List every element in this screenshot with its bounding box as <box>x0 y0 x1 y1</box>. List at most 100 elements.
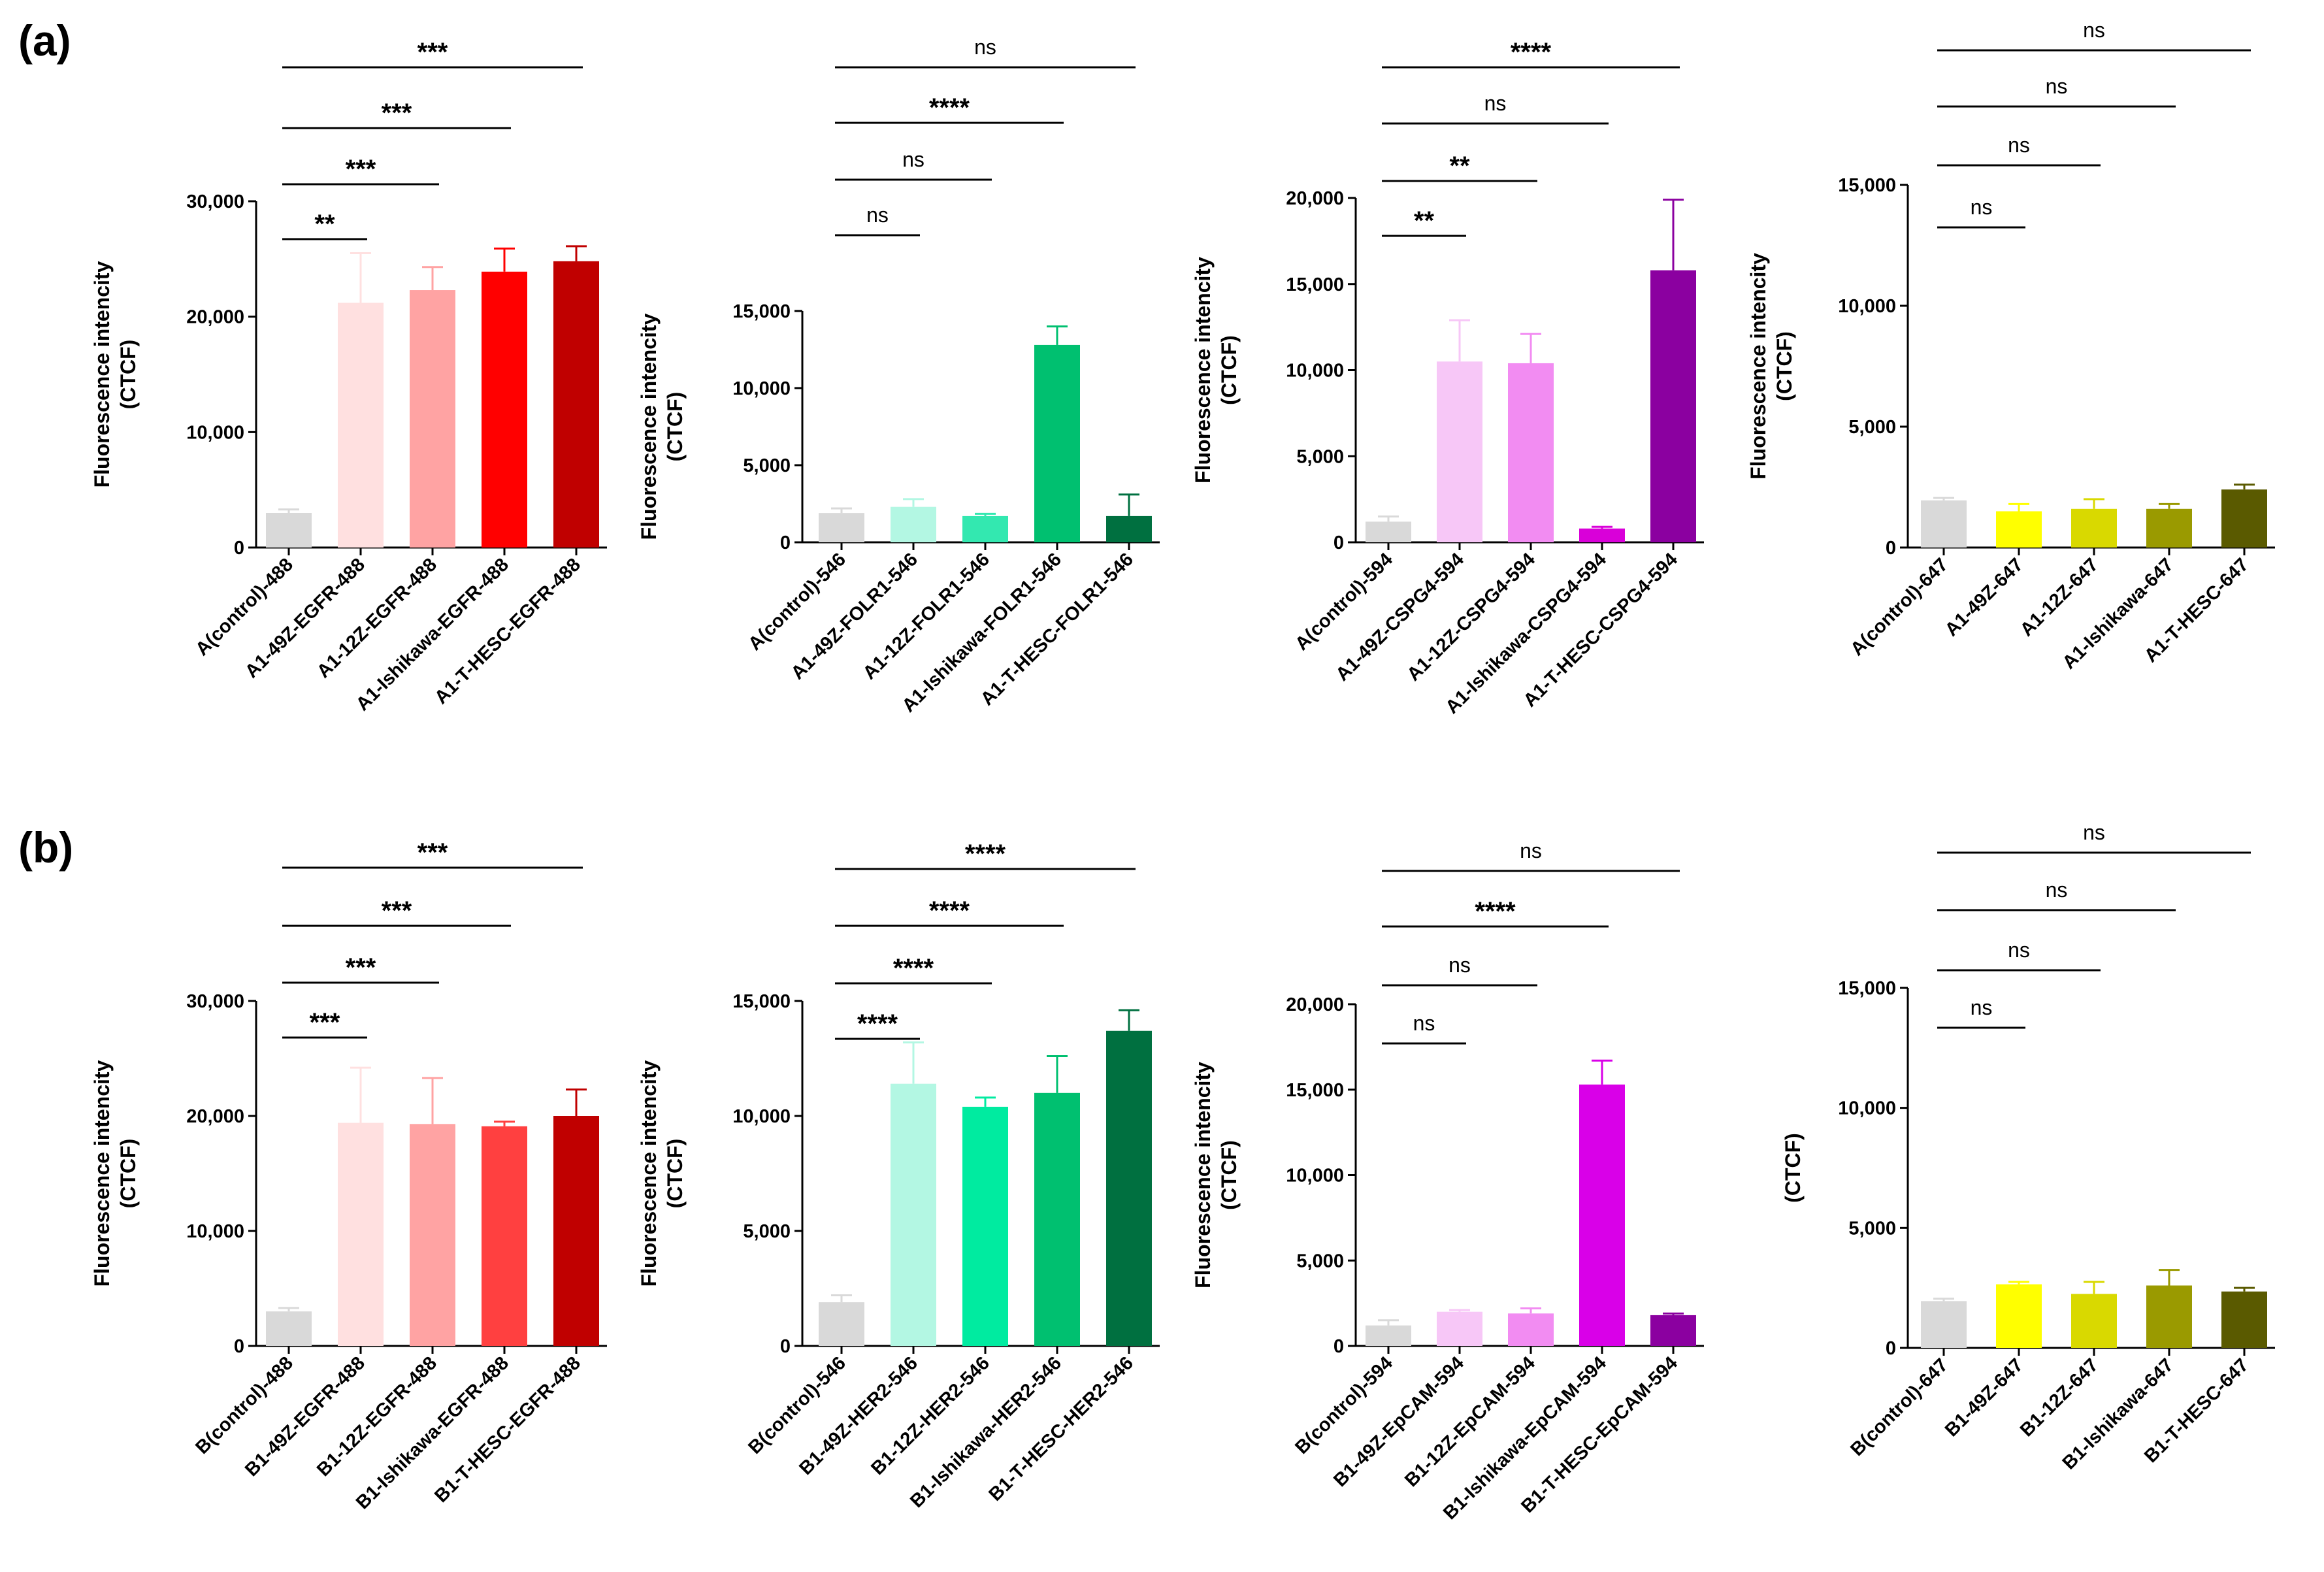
significance-label: ** <box>314 210 335 238</box>
chart-3: 0 5,000 10,000 15,000 20,000 Fluorescence int… <box>1191 38 1704 718</box>
bar <box>1650 1315 1696 1346</box>
significance-label: ns <box>866 203 889 227</box>
panel-label-a: (a) <box>18 16 71 65</box>
y-axis-label-line: (CTCF) <box>116 1139 140 1209</box>
y-tick-label: 15,000 <box>1838 175 1896 196</box>
x-tick-label: A(control)-647 <box>1846 554 1952 660</box>
y-axis-label: Fluorescence intencity (CTCF) <box>637 1060 687 1286</box>
chart-1: 0 10,000 20,000 30,000 Fluorescence intencit… <box>90 38 607 715</box>
bar <box>1034 344 1080 542</box>
y-tick-label: 10,000 <box>1286 361 1344 382</box>
x-tick-label: A1-T-HESC-EGFR-488 <box>431 554 585 708</box>
x-tick-label: A1-49Z-FOLR1-546 <box>787 549 922 683</box>
significance-label: ns <box>1413 1011 1435 1035</box>
bar <box>1508 1313 1554 1346</box>
bar <box>266 513 312 548</box>
significance-label: ns <box>2046 74 2068 98</box>
y-tick-label: 5,000 <box>743 1221 791 1242</box>
bar <box>891 506 936 542</box>
significance-label: ns <box>1448 953 1471 977</box>
significance-label: ns <box>1971 996 1993 1019</box>
y-tick-label: 10,000 <box>186 1221 244 1242</box>
y-tick-label: 30,000 <box>186 991 244 1012</box>
x-tick-label: B1-T-HESC-HER2-546 <box>985 1352 1137 1505</box>
y-tick-label: 10,000 <box>1838 296 1896 317</box>
y-axis-label: Fluorescence intencity (CTCF) <box>637 313 687 540</box>
y-tick-label: 15,000 <box>1286 1080 1344 1101</box>
y-tick-label: 15,000 <box>732 301 791 322</box>
y-axis-label: (CTCF) <box>1781 1133 1805 1203</box>
significance-label: **** <box>1475 897 1516 926</box>
bar <box>819 1302 864 1346</box>
y-axis-label-line: (CTCF) <box>663 1139 687 1209</box>
y-axis-label-line: (CTCF) <box>663 392 687 462</box>
y-tick-label: 0 <box>1334 1336 1344 1357</box>
bar <box>1508 363 1554 542</box>
significance-label: ns <box>2008 938 2030 962</box>
y-axis-label: Fluorescence intencity (CTCF) <box>1191 1062 1241 1288</box>
y-tick-label: 10,000 <box>732 378 791 399</box>
y-tick-label: 10,000 <box>732 1106 791 1127</box>
y-tick-label: 30,000 <box>186 191 244 212</box>
bar <box>1034 1092 1080 1346</box>
y-axis-label-line: (CTCF) <box>116 340 140 410</box>
y-axis-label-line: (CTCF) <box>1773 331 1796 401</box>
bar <box>1579 1084 1625 1346</box>
significance-label: *** <box>417 38 448 67</box>
y-tick-label: 5,000 <box>1848 417 1896 438</box>
y-tick-label: 0 <box>234 1336 244 1357</box>
x-tick-label: B1-49Z-HER2-546 <box>795 1352 922 1479</box>
y-axis-label: Fluorescence intencity (CTCF) <box>1191 257 1241 483</box>
x-tick-label: A1-49Z-647 <box>1941 554 2027 640</box>
significance-label: ns <box>1484 91 1507 115</box>
y-tick-label: 15,000 <box>1286 274 1344 295</box>
y-axis-label: Fluorescence intencity (CTCF) <box>90 261 140 487</box>
bar <box>553 261 599 548</box>
significance-label: *** <box>310 1008 340 1037</box>
panel-label-b: (b) <box>18 823 73 872</box>
significance-label: ns <box>2083 821 2105 844</box>
bar <box>2146 1285 2192 1348</box>
y-tick-label: 5,000 <box>1296 1251 1344 1271</box>
bar <box>1650 270 1696 542</box>
significance-label: ** <box>1449 152 1470 180</box>
bar <box>553 1116 599 1346</box>
x-tick-label: B1-49Z-647 <box>1941 1354 2027 1441</box>
significance-label: **** <box>1511 38 1552 67</box>
bar <box>338 303 384 548</box>
y-tick-label: 10,000 <box>1838 1098 1896 1119</box>
y-axis-label-line: (CTCF) <box>1781 1133 1805 1203</box>
y-tick-label: 5,000 <box>743 455 791 476</box>
bar <box>266 1311 312 1346</box>
y-axis-label-line: Fluorescence intencity <box>637 1060 661 1286</box>
bar <box>2146 508 2192 548</box>
bar <box>891 1083 936 1346</box>
y-tick-label: 15,000 <box>1838 978 1896 999</box>
significance-label: **** <box>965 840 1006 868</box>
bar <box>410 290 455 548</box>
x-tick-label: B1-12Z-EpCAM-594 <box>1401 1352 1539 1491</box>
chart-7: 0 5,000 10,000 15,000 20,000 Fluorescence int… <box>1191 839 1704 1524</box>
chart-6: 0 5,000 10,000 15,000 Fluorescence intencity… <box>637 840 1160 1512</box>
bar <box>1366 1325 1411 1346</box>
bar <box>2071 1294 2117 1348</box>
y-tick-label: 0 <box>780 532 791 553</box>
y-axis-label-line: (CTCF) <box>1217 335 1241 405</box>
significance-label: *** <box>346 953 376 982</box>
significance-label: ns <box>1971 195 1993 219</box>
x-tick-label: B1-12Z-EGFR-488 <box>313 1352 441 1481</box>
y-axis-label-line: Fluorescence intencity <box>1191 1062 1215 1288</box>
significance-label: **** <box>929 93 970 122</box>
bar <box>2071 508 2117 548</box>
bar <box>1437 361 1482 542</box>
y-axis-label-line: Fluorescence intencity <box>90 1060 114 1286</box>
significance-label: ns <box>2008 133 2030 157</box>
bar <box>1996 511 2042 548</box>
significance-label: **** <box>857 1009 898 1038</box>
bar <box>962 1106 1008 1346</box>
y-tick-label: 20,000 <box>1286 188 1344 209</box>
significance-label: ns <box>2046 878 2068 902</box>
significance-label: **** <box>893 954 934 983</box>
significance-label: *** <box>382 896 412 925</box>
